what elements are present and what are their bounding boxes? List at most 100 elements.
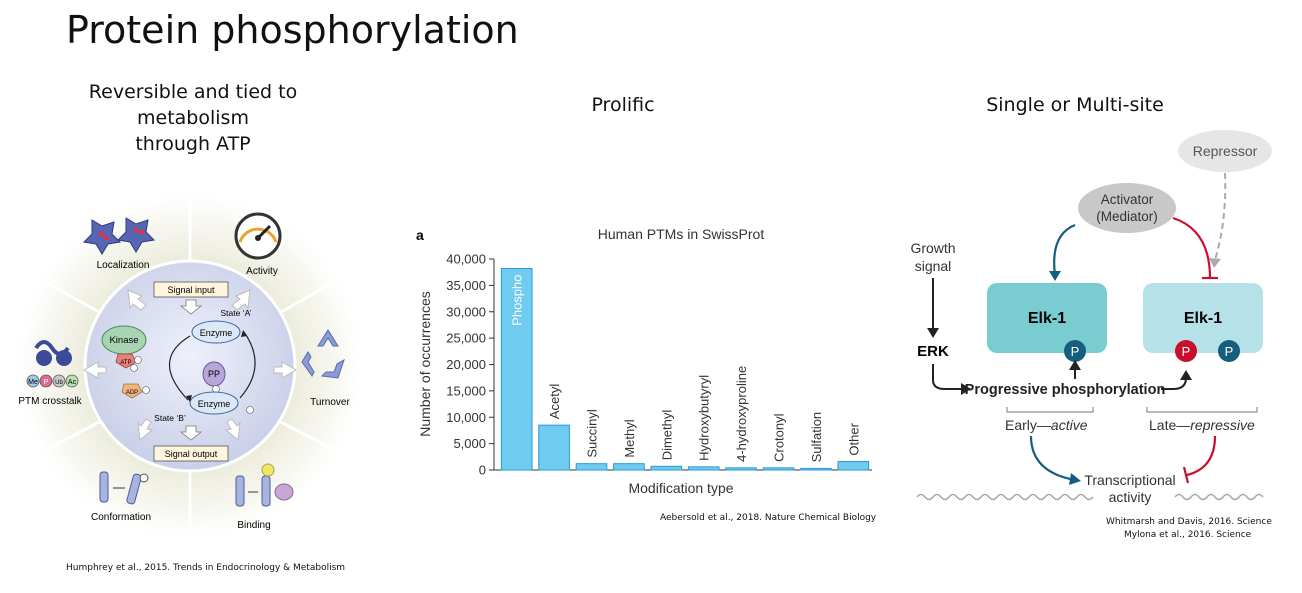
ub-label: Ub <box>55 380 63 386</box>
recycle-icon <box>301 329 345 379</box>
elk1-late-box <box>1143 283 1263 353</box>
ptm-crosstalk-icon: Me P Ub Ac <box>26 340 79 388</box>
bar-hydroxybutyryl <box>687 466 720 471</box>
right-heading: Single or Multi-site <box>986 94 1164 116</box>
enzyme-b <box>189 391 239 415</box>
signal-input-box <box>153 281 229 298</box>
late-prefix: Late— <box>1149 417 1190 433</box>
bar-4-hydroxyproline <box>725 467 757 471</box>
bar-label: Sulfation <box>809 412 824 463</box>
y-tick-label: 35,000 <box>446 278 486 293</box>
pp-label: PP <box>208 369 220 379</box>
enzyme-a-label: Enzyme <box>200 328 233 338</box>
bar-succinyl <box>575 463 608 471</box>
turnover-label: Turnover <box>310 397 350 408</box>
p-label: P <box>44 379 49 386</box>
repressor-bubble <box>1178 130 1272 172</box>
y-tick-label: 25,000 <box>446 331 486 346</box>
dna-strand-left <box>916 493 1094 501</box>
middle-heading: Prolific <box>591 94 655 116</box>
bar-label: Succinyl <box>585 409 600 458</box>
repressor-label: Repressor <box>1193 143 1258 159</box>
bar-label: Phospho <box>510 274 525 325</box>
left-heading-line-1: Reversible and tied to metabolism <box>88 81 298 129</box>
kinase-label: Kinase <box>109 335 138 346</box>
bars: Phospho Acetyl Succinyl Methyl Dimethyl Hydro… <box>500 267 870 471</box>
slide-title: Protein phosphorylation <box>66 8 519 52</box>
elk1-early-label: Elk-1 <box>1028 310 1066 327</box>
bar-label: Acetyl <box>547 384 562 420</box>
bar-sulfation <box>800 467 832 471</box>
bar-label: Dimethyl <box>659 410 674 461</box>
y-tick-label: 0 <box>479 463 486 478</box>
y-axis-title: Number of occurrences <box>417 291 433 437</box>
activity-label: Activity <box>246 266 278 277</box>
ptm-crosstalk-label: PTM crosstalk <box>18 396 82 407</box>
ptm-bar-chart: a Human PTMs in SwissProt Number of occu… <box>416 226 872 496</box>
y-tick-label: 5,000 <box>453 436 486 451</box>
conformation-icon <box>99 471 149 505</box>
left-heading-line-2: through ATP <box>135 133 251 155</box>
bar-methyl <box>613 463 645 471</box>
growth-signal-line-1: Growth <box>910 240 955 256</box>
transcriptional-line-2: activity <box>1109 489 1152 505</box>
early-label: Early—active <box>1005 417 1088 433</box>
inner-circle <box>83 259 297 473</box>
bar-label: Crotonyl <box>772 413 787 462</box>
bar-label: Other <box>846 422 861 455</box>
activator-bubble <box>1078 183 1176 233</box>
bar-crotonyl <box>762 467 795 471</box>
state-b-label: State ‘B’ <box>154 413 186 423</box>
enzyme-a <box>191 320 241 344</box>
gauge-icon <box>234 212 282 260</box>
binding-label: Binding <box>237 520 270 531</box>
localization-label: Localization <box>97 260 150 271</box>
enzyme-b-label: Enzyme <box>198 399 231 409</box>
middle-citation: Aebersold et al., 2018. Nature Chemical … <box>660 513 877 523</box>
y-tick-label: 20,000 <box>446 357 486 372</box>
panel-label: a <box>416 227 424 243</box>
late-label: Late—repressive <box>1149 417 1255 433</box>
y-ticks: 0 5,000 10,000 15,000 20,000 25,000 30,000 35,0… <box>446 252 494 478</box>
ac-label: Ac <box>68 379 77 386</box>
y-tick-label: 40,000 <box>446 252 486 267</box>
signal-output-box <box>153 445 229 462</box>
bar-phospho <box>500 267 533 471</box>
bar-label: 4-hydroxyproline <box>734 366 749 462</box>
bar-other <box>837 461 870 471</box>
p-early-label: P <box>1071 344 1080 359</box>
bar-label: Methyl <box>622 419 637 457</box>
elk1-diagram: Repressor Activator (Mediator) Growth si… <box>910 130 1272 505</box>
p-late-red-label: P <box>1182 344 1191 359</box>
left-heading: Reversible and tied to metabolism throug… <box>30 79 356 157</box>
conformation-label: Conformation <box>91 512 151 523</box>
chart-title: Human PTMs in SwissProt <box>598 226 765 242</box>
p-badge-early <box>1064 340 1086 362</box>
x-axis-title: Modification type <box>628 480 733 496</box>
bar-dimethyl <box>650 465 683 471</box>
y-tick-label: 15,000 <box>446 383 486 398</box>
right-citation-1: Whitmarsh and Davis, 2016. Science <box>1106 517 1272 527</box>
dna-strand-right <box>1174 493 1264 501</box>
late-em: repressive <box>1190 417 1255 433</box>
atp-label: ATP <box>120 360 131 366</box>
signal-input-label: Signal input <box>167 285 215 295</box>
progressive-label: Progressive phosphorylation <box>965 382 1166 398</box>
activator-label-line-2: (Mediator) <box>1096 209 1158 224</box>
state-a-label: State ‘A’ <box>220 308 251 318</box>
p-late-blue-label: P <box>1225 344 1234 359</box>
activator-label-line-1: Activator <box>1101 192 1154 207</box>
adp-label: ADP <box>126 390 138 396</box>
p-badge-late-blue <box>1218 340 1240 362</box>
p-badge-late-red <box>1175 340 1197 362</box>
early-prefix: Early— <box>1005 417 1051 433</box>
y-tick-label: 10,000 <box>446 410 486 425</box>
transcriptional-line-1: Transcriptional <box>1084 472 1175 488</box>
elk1-early-box <box>987 283 1107 353</box>
bar-acetyl <box>538 424 570 471</box>
signal-output-label: Signal output <box>165 449 218 459</box>
right-citation-2: Mylona et al., 2016. Science <box>1124 530 1252 540</box>
early-em: active <box>1051 417 1088 433</box>
erk-label: ERK <box>917 343 949 360</box>
bar-label: Hydroxybutyryl <box>697 375 712 461</box>
